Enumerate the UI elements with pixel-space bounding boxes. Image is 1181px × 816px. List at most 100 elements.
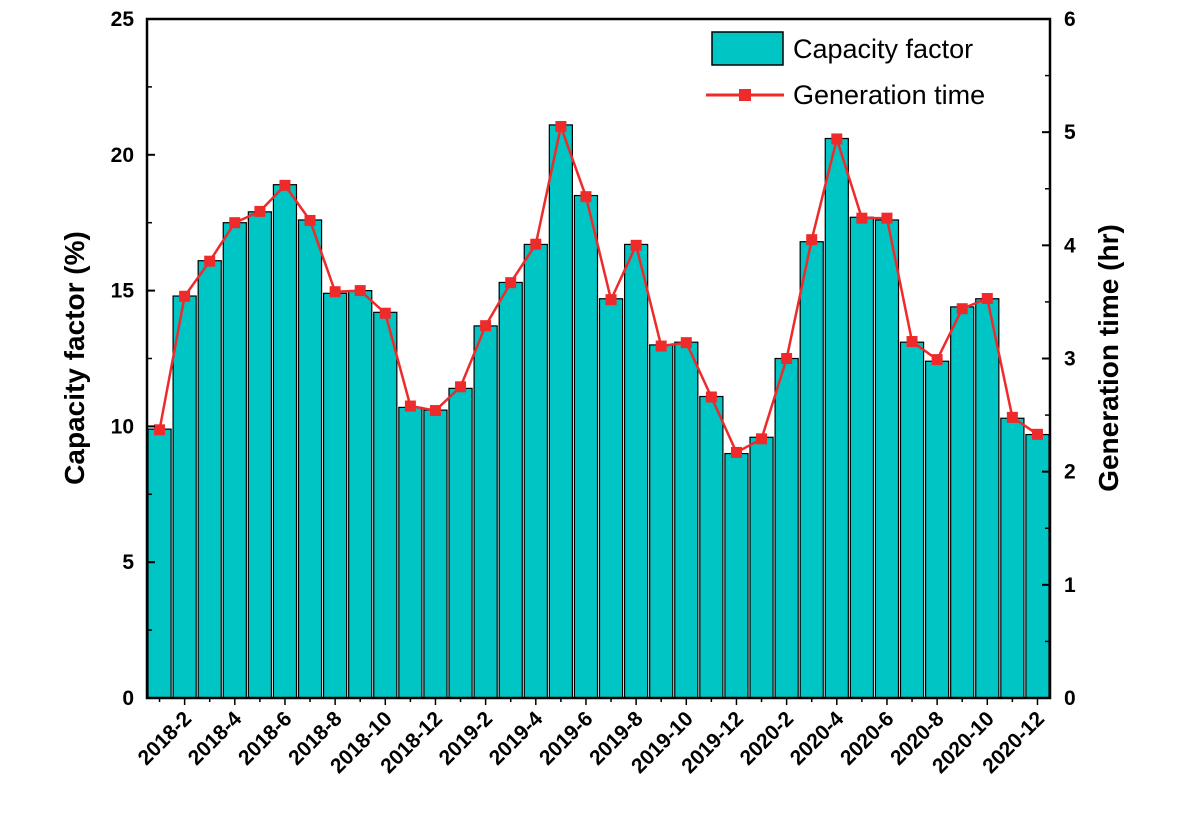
point-2020-5 (856, 212, 868, 224)
bar-2020-9 (950, 306, 975, 699)
legend-marker-generation-time (739, 89, 751, 101)
bar-2020-2 (774, 357, 799, 699)
point-2020-4 (831, 133, 843, 145)
point-2018-10 (379, 307, 391, 319)
left-tick-label: 20 (111, 144, 134, 167)
point-2019-5 (555, 121, 567, 133)
point-2018-12 (429, 405, 441, 417)
right-tick-label: 1 (1064, 574, 1076, 597)
bar-2019-1 (448, 387, 473, 699)
bar-2018-4 (222, 222, 247, 699)
bar-2020-1 (749, 436, 774, 699)
bar-2019-7 (598, 298, 624, 699)
bar-2020-10 (975, 298, 1000, 699)
bar-2018-3 (197, 260, 222, 699)
bar-2020-11 (1000, 417, 1025, 699)
point-2019-12 (730, 446, 742, 458)
point-2018-6 (279, 179, 291, 191)
bar-2019-3 (498, 281, 523, 699)
legend-swatch-capacity-factor (711, 31, 784, 66)
bar-2020-6 (874, 219, 900, 699)
point-2019-1 (455, 381, 467, 393)
right-axis: 0 1 2 3 4 5 6 (1042, 8, 1076, 710)
x-tick-label: 2018-4 (184, 707, 247, 770)
right-tick-label: 6 (1064, 8, 1076, 31)
x-tick-label: 2020-4 (786, 707, 849, 770)
point-2018-7 (304, 214, 316, 226)
x-tick-label: 2018-6 (234, 707, 297, 770)
line-group (154, 121, 1043, 458)
point-2018-8 (329, 286, 341, 298)
point-2020-10 (981, 293, 993, 305)
point-2019-6 (580, 191, 592, 203)
bar-2020-12 (1025, 433, 1050, 699)
generation-time-line (158, 121, 1039, 455)
bar-2020-3 (799, 241, 824, 699)
bar-2018-12 (423, 409, 448, 699)
x-tick-label: 2020-2 (736, 707, 799, 770)
bar-2019-8 (623, 243, 649, 699)
left-tick-label: 5 (122, 551, 134, 574)
point-2019-7 (605, 294, 617, 306)
point-2020-8 (931, 354, 943, 366)
bar-2019-4 (523, 243, 548, 699)
bar-2018-7 (297, 219, 323, 699)
left-tick-label: 25 (111, 8, 135, 31)
right-axis-title: Generation time (hr) (1093, 224, 1124, 492)
bar-2019-9 (649, 344, 674, 699)
point-2020-12 (1031, 428, 1043, 440)
point-2020-9 (956, 303, 968, 315)
left-axis-title: Capacity factor (%) (59, 231, 90, 485)
point-2020-1 (756, 433, 768, 445)
legend-label-generation-time: Generation time (793, 80, 985, 110)
legend-label-capacity-factor: Capacity factor (793, 34, 973, 64)
point-2020-2 (781, 353, 793, 364)
point-2019-4 (530, 238, 542, 250)
point-2018-5 (254, 205, 266, 217)
bar-2018-9 (348, 290, 373, 699)
point-2020-7 (906, 336, 918, 348)
x-axis: 2018-22018-42018-62018-82018-102018-1220… (134, 698, 1049, 778)
point-2019-8 (630, 239, 642, 251)
bar-2018-1 (147, 428, 172, 699)
bar-2018-11 (398, 406, 423, 699)
bar-2019-10 (674, 341, 699, 699)
left-tick-label: 15 (111, 280, 135, 303)
bar-2019-11 (699, 395, 724, 699)
bar-2018-10 (373, 311, 398, 699)
right-tick-label: 5 (1064, 121, 1076, 144)
point-2019-3 (505, 277, 517, 289)
x-tick-label: 2019-6 (535, 707, 598, 770)
bar-2018-8 (322, 292, 348, 699)
bar-2019-6 (573, 194, 599, 699)
x-tick-label: 2019-2 (435, 707, 498, 770)
point-2018-4 (229, 217, 241, 229)
bar-2018-2 (172, 295, 197, 699)
bar-2020-8 (924, 360, 950, 699)
right-tick-label: 0 (1064, 687, 1076, 710)
bar-2019-2 (473, 325, 498, 699)
right-tick-label: 4 (1064, 234, 1076, 257)
point-2019-2 (480, 320, 492, 332)
left-axis: 0 5 10 15 20 25 (111, 8, 155, 710)
point-2019-11 (705, 391, 717, 403)
point-2020-3 (806, 234, 818, 246)
left-tick-label: 0 (122, 687, 134, 710)
x-tick-label: 2018-2 (134, 707, 197, 770)
point-2018-1 (154, 424, 166, 436)
point-2019-9 (655, 340, 667, 352)
bar-2020-7 (899, 341, 925, 699)
point-2018-2 (179, 290, 191, 302)
point-2020-11 (1006, 411, 1018, 423)
x-tick-label: 2019-4 (485, 707, 548, 770)
bar-2018-5 (247, 211, 273, 699)
point-2019-10 (680, 337, 692, 349)
point-2018-3 (204, 255, 216, 267)
right-tick-label: 3 (1064, 348, 1076, 371)
point-2018-9 (354, 285, 366, 297)
bar-2020-5 (849, 216, 875, 699)
right-tick-label: 2 (1064, 461, 1076, 484)
legend: Capacity factor Generation time (706, 31, 985, 110)
bar-2019-5 (548, 124, 574, 699)
